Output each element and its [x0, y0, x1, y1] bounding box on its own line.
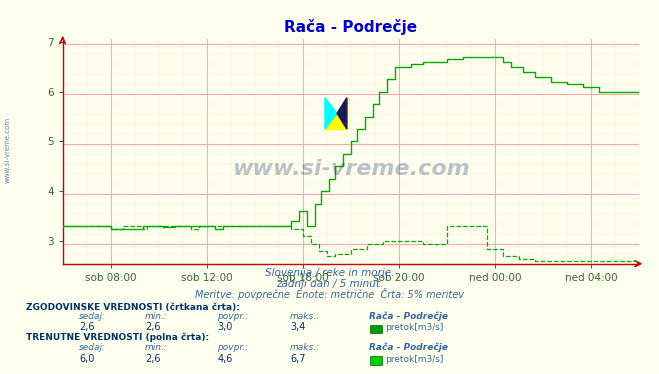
Text: povpr.:: povpr.: [217, 343, 248, 352]
Text: 2,6: 2,6 [79, 322, 95, 332]
Text: 4,6: 4,6 [217, 354, 233, 364]
Polygon shape [325, 98, 337, 129]
Text: www.si-vreme.com: www.si-vreme.com [232, 159, 470, 180]
Text: povpr.:: povpr.: [217, 312, 248, 321]
Polygon shape [325, 98, 347, 129]
Text: 2,6: 2,6 [145, 322, 161, 332]
Text: sedaj:: sedaj: [79, 343, 106, 352]
Text: 6,0: 6,0 [79, 354, 94, 364]
Title: Rača - Podrečje: Rača - Podrečje [284, 19, 418, 35]
Text: pretok[m3/s]: pretok[m3/s] [386, 355, 444, 364]
Text: Meritve: povprečne  Enote: metrične  Črta: 5% meritev: Meritve: povprečne Enote: metrične Črta:… [195, 288, 464, 300]
Text: 3,4: 3,4 [290, 322, 305, 332]
Text: zadnji dan / 5 minut.: zadnji dan / 5 minut. [276, 279, 383, 289]
Text: www.si-vreme.com: www.si-vreme.com [5, 117, 11, 183]
Text: pretok[m3/s]: pretok[m3/s] [386, 323, 444, 332]
Text: maks.:: maks.: [290, 312, 320, 321]
Text: 6,7: 6,7 [290, 354, 306, 364]
Text: min.:: min.: [145, 343, 168, 352]
Text: TRENUTNE VREDNOSTI (polna črta):: TRENUTNE VREDNOSTI (polna črta): [26, 333, 210, 342]
Text: min.:: min.: [145, 312, 168, 321]
Text: 3,0: 3,0 [217, 322, 233, 332]
Text: ZGODOVINSKE VREDNOSTI (črtkana črta):: ZGODOVINSKE VREDNOSTI (črtkana črta): [26, 303, 241, 312]
Text: Rača - Podrečje: Rača - Podrečje [369, 311, 448, 321]
Text: Slovenija / reke in morje.: Slovenija / reke in morje. [265, 268, 394, 278]
Polygon shape [337, 98, 347, 129]
Text: Rača - Podrečje: Rača - Podrečje [369, 343, 448, 352]
Text: maks.:: maks.: [290, 343, 320, 352]
Text: sedaj:: sedaj: [79, 312, 106, 321]
Text: 2,6: 2,6 [145, 354, 161, 364]
